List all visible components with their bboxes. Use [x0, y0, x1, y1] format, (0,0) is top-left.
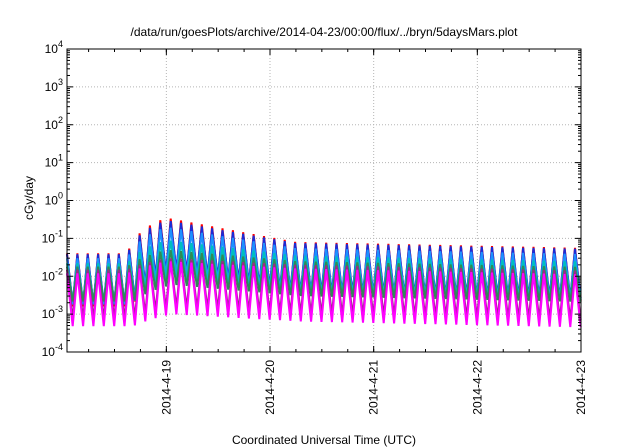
y-tick-label: 10-4	[42, 342, 63, 359]
x-tick-label: 2014-4-22	[470, 360, 484, 415]
y-axis-label: cGy/day	[22, 176, 36, 220]
axes: 10-4 10-3 10-2 10-1 100 101 102 103 104 2014-4-19…	[42, 39, 588, 415]
x-tick-label: 2014-4-20	[263, 360, 277, 415]
series-line-4	[66, 250, 582, 302]
chart-title: /data/run/goesPlots/archive/2014-04-23/0…	[131, 25, 519, 39]
x-axis-label: Coordinated Universal Time (UTC)	[232, 433, 416, 447]
y-tick-label: 103	[45, 77, 63, 94]
y-tick-label: 10-2	[42, 266, 63, 283]
y-tick-label: 10-3	[42, 304, 63, 321]
y-tick-label: 101	[45, 153, 63, 170]
x-tick-label: 2014-4-23	[574, 360, 588, 415]
y-tick-label: 100	[45, 191, 63, 208]
x-tick-label: 2014-4-19	[159, 360, 173, 415]
y-tick-label: 10-1	[42, 228, 63, 245]
x-tick-label: 2014-4-21	[367, 360, 381, 415]
series-line-6	[66, 261, 582, 328]
y-tick-label: 104	[45, 39, 63, 56]
plot-area	[66, 218, 582, 328]
y-tick-label: 102	[45, 115, 63, 132]
